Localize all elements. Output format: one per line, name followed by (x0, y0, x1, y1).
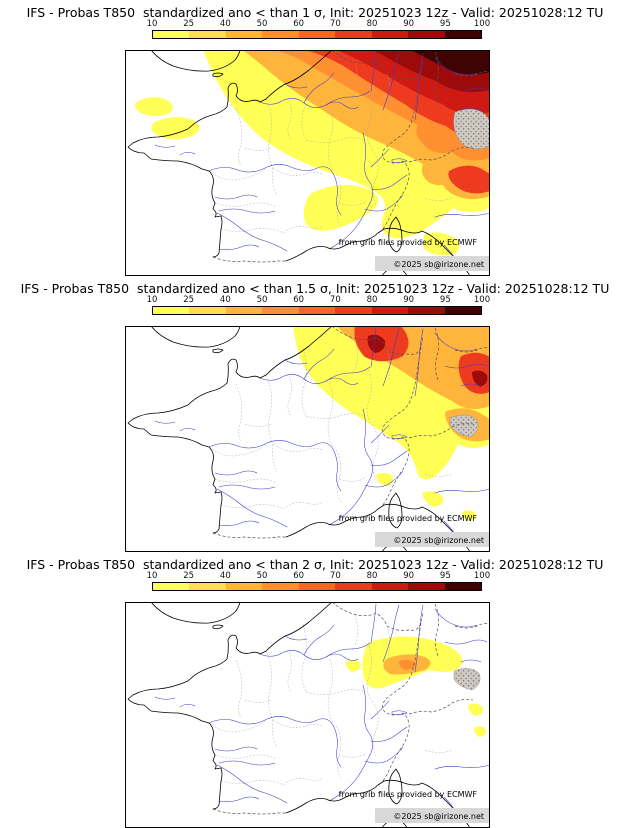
ecmwf-credit: from grib files provided by ECMWF (339, 790, 478, 799)
copyright-credit: ©2025 sb@irizone.net (393, 812, 484, 821)
panel-title: IFS - Probas T850 standardized ano < tha… (26, 557, 604, 572)
map-1_5sigma: from grib files provided by ECMWF ©2025 … (125, 326, 490, 552)
panel-1_5sigma: IFS - Probas T850 standardized ano < tha… (0, 276, 630, 552)
colorbar-segment (444, 307, 481, 314)
panel-title: IFS - Probas T850 standardized ano < tha… (20, 281, 610, 296)
probability-colorbar: 10 25 40 50 60 70 80 90 95 100 (147, 571, 491, 592)
colorbar-segment (153, 307, 190, 314)
colorbar-tick-label: 70 (329, 571, 341, 581)
colorbar-segment (371, 307, 409, 314)
panel-2sigma: IFS - Probas T850 standardized ano < tha… (0, 552, 630, 828)
colorbar-tick-label: 25 (183, 571, 195, 581)
colorbar-tick-label: 40 (219, 19, 231, 29)
colorbar-segment (153, 583, 190, 590)
colorbar-segment (444, 583, 481, 590)
colorbar-tick-label: 25 (183, 19, 195, 29)
ecmwf-credit: from grib files provided by ECMWF (339, 514, 478, 523)
probability-overlay-2sigma (345, 636, 487, 737)
copyright-credit: ©2025 sb@irizone.net (393, 260, 484, 269)
colorbar-tick-label: 90 (403, 295, 415, 305)
colorbar-segment (335, 31, 372, 38)
colorbar-segment (189, 31, 226, 38)
colorbar-segment (298, 583, 336, 590)
colorbar-segment (298, 307, 336, 314)
colorbar-tick-label: 40 (219, 571, 231, 581)
colorbar-segment (408, 307, 445, 314)
colorbar-segment (225, 307, 263, 314)
colorbar-segment (298, 31, 336, 38)
colorbar-tick-label: 95 (439, 295, 451, 305)
colorbar-segment (189, 307, 226, 314)
colorbar-tick-label: 100 (473, 571, 491, 581)
copyright-bg (375, 808, 489, 823)
colorbar-segment (262, 307, 299, 314)
colorbar-tick-label: 95 (439, 19, 451, 29)
colorbar-tick-label: 70 (329, 19, 341, 29)
colorbar-tick-label: 80 (366, 571, 378, 581)
colorbar-bar (152, 306, 482, 315)
colorbar-tick-label: 50 (256, 19, 268, 29)
colorbar-tick-label: 60 (293, 295, 305, 305)
copyright-credit: ©2025 sb@irizone.net (393, 536, 484, 545)
colorbar-ticks: 10 25 40 50 60 70 80 90 95 100 (147, 295, 491, 306)
colorbar-tick-label: 70 (329, 295, 341, 305)
colorbar-tick-label: 90 (403, 571, 415, 581)
colorbar-tick-label: 60 (293, 19, 305, 29)
colorbar-segment (262, 31, 299, 38)
colorbar-tick-label: 95 (439, 571, 451, 581)
colorbar-segment (408, 583, 445, 590)
colorbar-tick-label: 25 (183, 295, 195, 305)
map-1sigma: from grib files provided by ECMWF ©2025 … (125, 50, 490, 276)
colorbar-tick-label: 60 (293, 571, 305, 581)
colorbar-tick-label: 80 (366, 295, 378, 305)
colorbar-ticks: 10 25 40 50 60 70 80 90 95 100 (147, 19, 491, 30)
colorbar-ticks: 10 25 40 50 60 70 80 90 95 100 (147, 571, 491, 582)
colorbar-segment (189, 583, 226, 590)
probability-colorbar: 10 25 40 50 60 70 80 90 95 100 (147, 19, 491, 40)
colorbar-segment (225, 583, 263, 590)
colorbar-segment (225, 31, 263, 38)
colorbar-segment (371, 31, 409, 38)
copyright-bg (375, 532, 489, 547)
colorbar-tick-label: 10 (146, 571, 158, 581)
colorbar-tick-label: 100 (473, 295, 491, 305)
colorbar-segment (262, 583, 299, 590)
map-2sigma: from grib files provided by ECMWF ©2025 … (125, 602, 490, 828)
colorbar-segment (371, 583, 409, 590)
ecmwf-credit: from grib files provided by ECMWF (339, 238, 478, 247)
colorbar-segment (444, 31, 481, 38)
probability-overlay-1sigma (135, 50, 490, 256)
colorbar-tick-label: 90 (403, 19, 415, 29)
colorbar-tick-label: 50 (256, 295, 268, 305)
colorbar-segment (153, 31, 190, 38)
probability-colorbar: 10 25 40 50 60 70 80 90 95 100 (147, 295, 491, 316)
colorbar-tick-label: 100 (473, 19, 491, 29)
probability-overlay-1_5sigma (293, 326, 490, 521)
colorbar-segment (335, 583, 372, 590)
panel-title: IFS - Probas T850 standardized ano < tha… (26, 5, 604, 20)
colorbar-tick-label: 40 (219, 295, 231, 305)
colorbar-segment (408, 31, 445, 38)
colorbar-tick-label: 10 (146, 295, 158, 305)
colorbar-bar (152, 582, 482, 591)
colorbar-tick-label: 10 (146, 19, 158, 29)
colorbar-segment (335, 307, 372, 314)
panel-1sigma: IFS - Probas T850 standardized ano < tha… (0, 0, 630, 276)
colorbar-bar (152, 30, 482, 39)
copyright-bg (375, 256, 489, 271)
colorbar-tick-label: 80 (366, 19, 378, 29)
colorbar-tick-label: 50 (256, 571, 268, 581)
